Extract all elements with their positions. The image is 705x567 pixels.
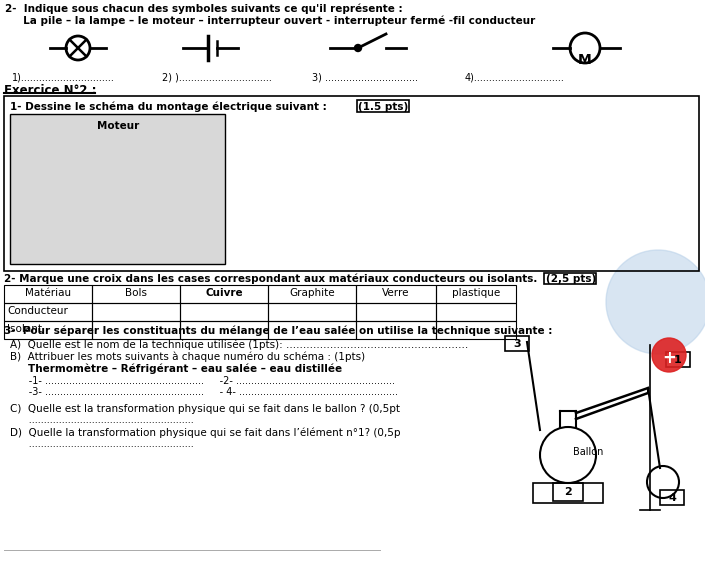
Bar xyxy=(268,285,356,303)
Circle shape xyxy=(606,250,705,354)
Bar xyxy=(436,285,516,303)
Text: (2,5 pts): (2,5 pts) xyxy=(546,274,596,284)
Text: Graphite: Graphite xyxy=(289,288,335,298)
Bar xyxy=(356,303,436,321)
Bar xyxy=(4,96,699,271)
Text: 2-  Indique sous chacun des symboles suivants ce qu'il représente :: 2- Indique sous chacun des symboles suiv… xyxy=(5,4,403,15)
Text: Bols: Bols xyxy=(125,288,147,298)
Text: Cuivre: Cuivre xyxy=(205,288,243,298)
Bar xyxy=(10,114,225,264)
Bar xyxy=(666,352,690,367)
Bar xyxy=(4,303,92,321)
Text: Conducteur: Conducteur xyxy=(7,306,68,316)
Text: -1- .....................................................     -2- ..............: -1- ....................................… xyxy=(10,376,395,386)
Text: Ballon: Ballon xyxy=(573,447,603,457)
Bar xyxy=(544,273,596,284)
Text: Verre: Verre xyxy=(382,288,410,298)
Bar xyxy=(553,483,583,501)
Text: 1: 1 xyxy=(674,355,682,365)
Text: plastique: plastique xyxy=(452,288,500,298)
Text: Isolant: Isolant xyxy=(7,324,42,334)
Bar xyxy=(660,490,684,505)
Bar xyxy=(436,321,516,339)
Circle shape xyxy=(355,44,362,52)
Bar xyxy=(357,100,409,112)
Text: 3-  Pour séparer les constituants du mélange de l’eau salée on utilise la techni: 3- Pour séparer les constituants du méla… xyxy=(4,325,553,336)
Text: +: + xyxy=(662,349,676,367)
Bar xyxy=(268,321,356,339)
Bar xyxy=(4,285,92,303)
Bar xyxy=(180,303,268,321)
Text: B)  Attribuer les mots suivants à chaque numéro du schéma : (1pts): B) Attribuer les mots suivants à chaque … xyxy=(10,352,365,362)
Bar xyxy=(92,285,180,303)
Text: M: M xyxy=(578,53,592,67)
Text: 1- Dessine le schéma du montage électrique suivant :: 1- Dessine le schéma du montage électriq… xyxy=(10,102,331,112)
Bar xyxy=(356,285,436,303)
Text: .......................................................: ........................................… xyxy=(10,439,194,449)
Text: 2: 2 xyxy=(564,487,572,497)
Text: 2) )...............................: 2) )............................... xyxy=(162,72,272,82)
Bar xyxy=(4,321,92,339)
Bar xyxy=(356,321,436,339)
Bar xyxy=(268,303,356,321)
Bar xyxy=(436,303,516,321)
Text: 3: 3 xyxy=(513,339,521,349)
Bar xyxy=(505,336,529,351)
Text: La pile – la lampe – le moteur – interrupteur ouvert - interrupteur fermé -fil c: La pile – la lampe – le moteur – interru… xyxy=(5,15,535,26)
Text: Matériau: Matériau xyxy=(25,288,71,298)
Bar xyxy=(92,303,180,321)
Text: A)  Quelle est le nom de la technique utilisée (1pts): .........................: A) Quelle est le nom de la technique uti… xyxy=(10,339,468,349)
Text: Moteur: Moteur xyxy=(97,121,139,131)
Bar xyxy=(533,483,603,503)
Text: Thermomètre – Réfrigérant – eau salée – eau distillée: Thermomètre – Réfrigérant – eau salée – … xyxy=(28,364,342,374)
Bar xyxy=(92,321,180,339)
Text: 4)..............................: 4).............................. xyxy=(465,72,565,82)
Text: 2- Marque une croix dans les cases correspondant aux matériaux conducteurs ou is: 2- Marque une croix dans les cases corre… xyxy=(4,274,537,285)
Text: 4: 4 xyxy=(668,493,676,503)
Text: 1)...............................: 1)............................... xyxy=(12,72,115,82)
Text: Exercice N°2 :: Exercice N°2 : xyxy=(4,84,97,97)
Text: -3- .....................................................     - 4- .............: -3- ....................................… xyxy=(10,387,398,397)
Text: 3) ...............................: 3) ............................... xyxy=(312,72,418,82)
Bar xyxy=(180,285,268,303)
Text: (1.5 pts): (1.5 pts) xyxy=(358,102,408,112)
Bar xyxy=(180,321,268,339)
Text: D)  Quelle la transformation physique qui se fait dans l’élément n°1? (0,5p: D) Quelle la transformation physique qui… xyxy=(10,428,400,438)
Text: .......................................................: ........................................… xyxy=(10,415,194,425)
Text: C)  Quelle est la transformation physique qui se fait dans le ballon ? (0,5pt: C) Quelle est la transformation physique… xyxy=(10,404,400,414)
Circle shape xyxy=(652,338,686,372)
